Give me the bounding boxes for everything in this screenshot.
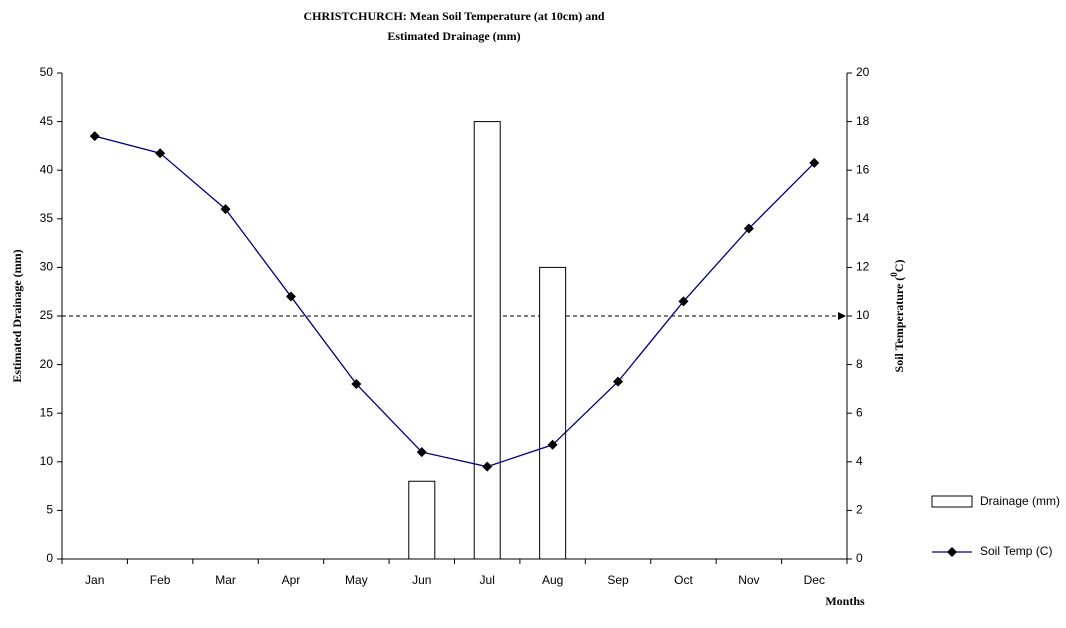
y2-tick-label: 12: [856, 260, 870, 274]
point: [285, 291, 296, 302]
legend-marker: [947, 547, 957, 557]
point: [155, 148, 166, 159]
x-tick-label: Dec: [804, 573, 825, 587]
x-tick-label: Oct: [674, 573, 693, 587]
y2-tick-label: 2: [856, 503, 863, 517]
x-tick-label: May: [345, 573, 368, 587]
legend-swatch: [931, 495, 973, 508]
label-part: 0: [889, 272, 899, 277]
point: [220, 204, 231, 215]
y2-tick-label: 6: [856, 405, 863, 419]
chart-title: Estimated Drainage (mm): [387, 29, 520, 43]
x-tick-label: Aug: [542, 573, 563, 587]
x-tick-label: Jun: [412, 573, 431, 587]
label-part: Soil Temperature (: [892, 277, 906, 373]
bar: [539, 266, 567, 560]
line: [94, 135, 815, 468]
x-tick-label: Apr: [282, 573, 301, 587]
y2-tick-label: 0: [856, 551, 863, 565]
y2-tick-label: 4: [856, 454, 863, 468]
x-tick-label: Sep: [607, 573, 629, 587]
y-tick-label: 30: [40, 260, 54, 274]
y2-axis-label: Soil Temperature (0C): [889, 260, 906, 373]
bar: [473, 121, 501, 560]
point: [89, 131, 100, 142]
y2-tick-label: 16: [856, 162, 870, 176]
x-tick-label: Jan: [85, 573, 104, 587]
y2-tick-label: 14: [856, 211, 870, 225]
bar: [408, 480, 436, 560]
y2-tick-label: 18: [856, 114, 870, 128]
y-tick-label: 25: [40, 308, 54, 322]
label-part: C): [892, 260, 906, 273]
point: [351, 379, 362, 390]
y-tick-label: 0: [46, 551, 53, 565]
y-tick-label: 10: [40, 454, 54, 468]
y-tick-label: 40: [40, 162, 54, 176]
point: [613, 376, 624, 387]
point: [809, 157, 820, 168]
y-axis-label: Estimated Drainage (mm): [10, 249, 24, 382]
point: [547, 439, 558, 450]
y-tick-label: 15: [40, 405, 54, 419]
y-tick-label: 20: [40, 357, 54, 371]
x-tick-label: Jul: [480, 573, 495, 587]
chart-title: CHRISTCHURCH: Mean Soil Temperature (at …: [303, 9, 604, 23]
y-tick-label: 50: [40, 65, 54, 79]
point: [482, 461, 493, 472]
y2-tick-label: 8: [856, 357, 863, 371]
y2-tick-label: 20: [856, 65, 870, 79]
point: [416, 447, 427, 458]
y-tick-label: 5: [46, 503, 53, 517]
x-tick-label: Feb: [150, 573, 171, 587]
y-tick-label: 45: [40, 114, 54, 128]
x-tick-label: Nov: [738, 573, 759, 587]
legend-label: Soil Temp (C): [980, 544, 1052, 558]
point: [743, 223, 754, 234]
x-tick-label: Mar: [215, 573, 236, 587]
y2-tick-label: 10: [856, 308, 870, 322]
x-axis-label: Months: [825, 594, 865, 608]
y-tick-label: 35: [40, 211, 54, 225]
legend-label: Drainage (mm): [980, 494, 1060, 508]
point: [678, 296, 689, 307]
